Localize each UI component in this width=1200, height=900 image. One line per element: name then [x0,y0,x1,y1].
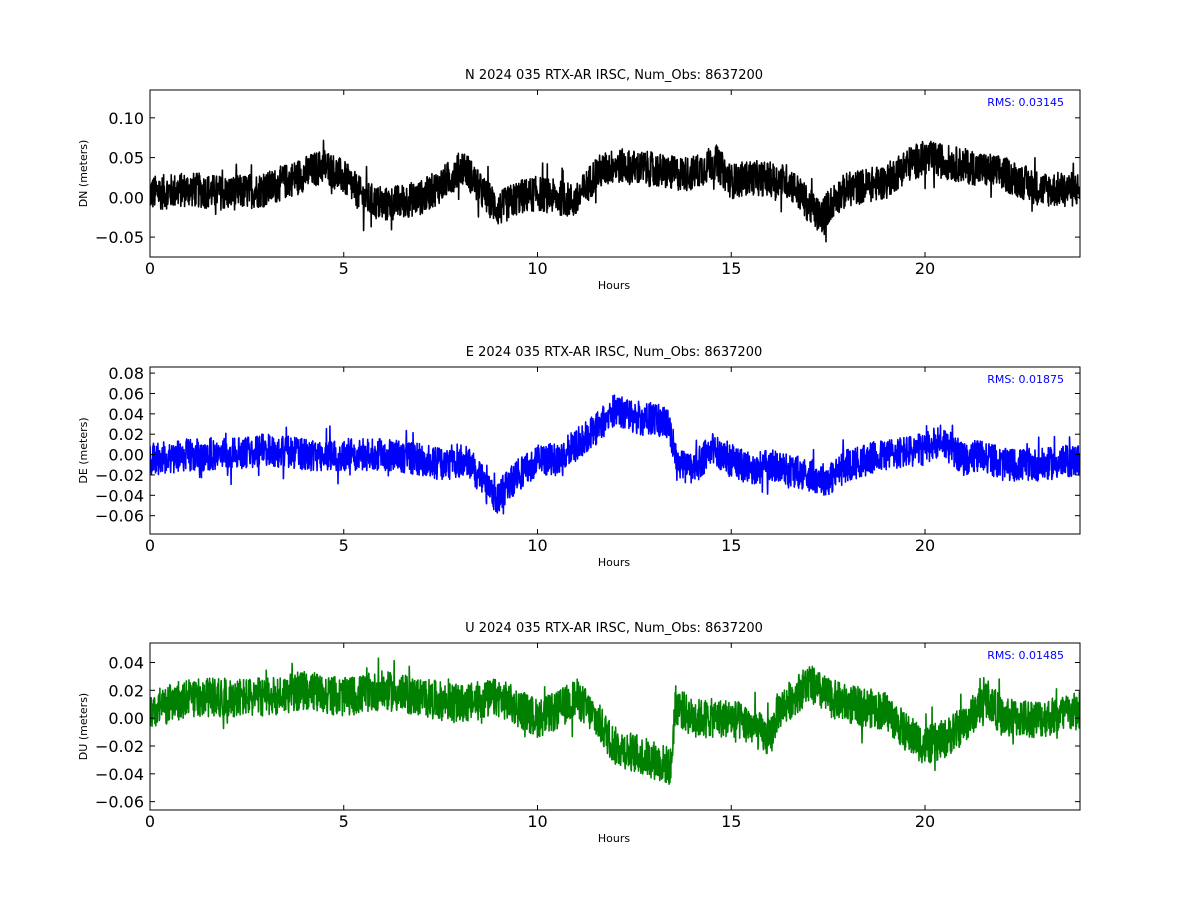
panel-n-ytick-label: 0.05 [108,149,144,168]
panel-u-xtick-label: 10 [527,812,547,831]
panel-u-xtick-label: 0 [145,812,155,831]
panel-e-ytick-label: −0.04 [95,486,144,505]
panel-e-xtick-label: 0 [145,536,155,555]
panel-e-ytick-label: 0.00 [108,446,144,465]
panel-e-rms-label: RMS: 0.01875 [987,373,1064,386]
panel-u-ytick-label: 0.04 [108,653,144,672]
panel-e-ylabel: DE (meters) [77,417,90,483]
panel-u-xtick-label: 15 [721,812,741,831]
panel-n-rms-label: RMS: 0.03145 [987,96,1064,109]
panel-e-xtick-label: 15 [721,536,741,555]
panel-n-plot-area: 0 5 10 15 20 −0.05 0.00 0.05 0.10 [95,89,1081,278]
panel-n-xtick-label: 20 [915,259,935,278]
panel-n-xlabel: Hours [598,279,630,292]
panel-n-series-line [150,139,1080,243]
panel-e-series-line [150,394,1080,515]
panel-n-xtick-label: 15 [721,259,741,278]
panel-u-series-line [150,657,1080,785]
panel-e-ytick-label: 0.02 [108,425,144,444]
panel-e-ytick-label: −0.06 [95,507,144,526]
panel-u-ytick-label: −0.06 [95,793,144,812]
panel-u-rms-label: RMS: 0.01485 [987,649,1064,662]
panel-u-xlabel: Hours [598,832,630,845]
panel-e-xlabel: Hours [598,556,630,569]
panel-u-title: U 2024 035 RTX-AR IRSC, Num_Obs: 8637200 [465,621,763,636]
panel-e-ytick-label: 0.06 [108,384,144,403]
panel-n-axes-frame [149,89,1081,258]
panel-e-plot-area: 0 5 10 15 20 −0.06 −0.04−0.020.00 0.020.04 0.060… [95,364,1081,555]
panel-e-axes-frame [149,366,1081,535]
panel-n: N 2024 035 RTX-AR IRSC, Num_Obs: 8637200… [77,68,1081,292]
panel-u-xtick-label: 20 [915,812,935,831]
panel-u-ytick-label: −0.02 [95,737,144,756]
panel-n-ytick-label: 0.00 [108,188,144,207]
panel-e-ytick-label: −0.02 [95,466,144,485]
panel-u-xtick-label: 5 [339,812,349,831]
panel-n-xtick-label: 5 [339,259,349,278]
panel-n-title: N 2024 035 RTX-AR IRSC, Num_Obs: 8637200 [465,68,763,83]
panel-n-xtick-label: 10 [527,259,547,278]
panel-e-title: E 2024 035 RTX-AR IRSC, Num_Obs: 8637200 [466,345,763,360]
panel-n-xtick-label: 0 [145,259,155,278]
panel-n-ylabel: DN (meters) [77,140,90,208]
panel-e-xtick-label: 10 [527,536,547,555]
panel-n-ytick-label: −0.05 [95,228,144,247]
panel-u-ytick-label: 0.00 [108,709,144,728]
panel-u-plot-area: 0 5 10 15 20 −0.06 −0.04 −0.02 0.00 0.02 0.04 [95,642,1081,831]
panel-e-xtick-label: 5 [339,536,349,555]
panel-u-ylabel: DU (meters) [77,693,90,760]
panel-e-ytick-label: 0.08 [108,364,144,383]
panel-u-ytick-label: −0.04 [95,765,144,784]
panel-n-ytick-label: 0.10 [108,109,144,128]
panel-u-axes-frame [149,642,1081,811]
panel-e: E 2024 035 RTX-AR IRSC, Num_Obs: 8637200… [77,345,1081,569]
panel-e-ytick-label: 0.04 [108,405,144,424]
panel-u-ytick-label: 0.02 [108,681,144,700]
panel-e-xtick-label: 20 [915,536,935,555]
panel-u: U 2024 035 RTX-AR IRSC, Num_Obs: 8637200… [77,621,1081,845]
